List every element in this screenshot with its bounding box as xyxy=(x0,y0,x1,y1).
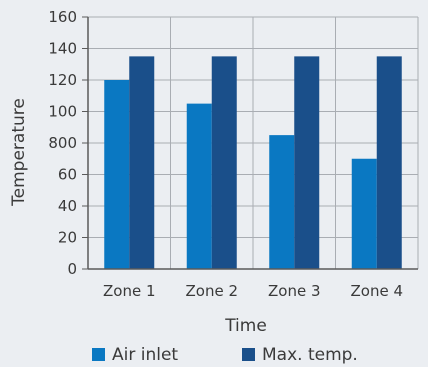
x-tick-label: Zone 4 xyxy=(351,282,404,300)
y-tick-label: 800 xyxy=(48,134,77,152)
y-tick-label: 120 xyxy=(48,71,77,89)
y-tick-label: 40 xyxy=(58,197,77,215)
y-tick-label: 160 xyxy=(48,8,77,26)
legend-swatch-air-inlet xyxy=(92,348,105,361)
x-tick-label: Zone 2 xyxy=(186,282,239,300)
y-tick-labels: 0 20 40 60 800 100 120 140 160 xyxy=(48,8,77,278)
y-tick-label: 140 xyxy=(48,40,77,58)
axes xyxy=(82,16,418,270)
x-tick-label: Zone 1 xyxy=(103,282,156,300)
bar-air-inlet-4 xyxy=(351,158,377,269)
legend: Air inlet Max. temp. xyxy=(92,345,358,365)
bars xyxy=(104,56,402,269)
y-tick-label: 0 xyxy=(67,260,77,278)
bar-air-inlet-3 xyxy=(269,135,295,269)
y-tick-label: 60 xyxy=(58,166,77,184)
legend-label-air-inlet: Air inlet xyxy=(112,345,178,365)
y-tick-label: 20 xyxy=(58,229,77,247)
bar-max-temp-4 xyxy=(376,56,402,269)
legend-label-max-temp: Max. temp. xyxy=(262,345,358,365)
x-axis-title: Time xyxy=(224,316,267,336)
y-tick-label: 100 xyxy=(48,103,77,121)
x-tick-labels: Zone 1 Zone 2 Zone 3 Zone 4 xyxy=(103,282,403,300)
bar-air-inlet-2 xyxy=(186,103,212,269)
bar-max-temp-2 xyxy=(211,56,237,269)
legend-swatch-max-temp xyxy=(242,348,255,361)
bar-air-inlet-1 xyxy=(104,80,130,269)
bar-max-temp-3 xyxy=(294,56,320,269)
x-tick-label: Zone 3 xyxy=(268,282,321,300)
y-axis-title: Temperature xyxy=(9,98,29,207)
bar-max-temp-1 xyxy=(129,56,155,269)
